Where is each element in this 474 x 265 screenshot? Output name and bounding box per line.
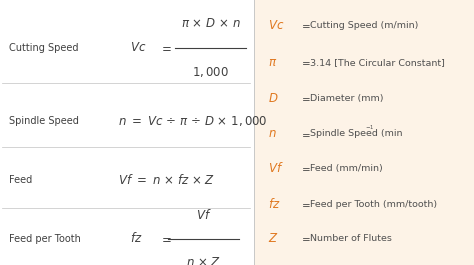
Text: $=$: $=$ xyxy=(299,233,310,244)
Text: Feed per Tooth: Feed per Tooth xyxy=(9,233,81,244)
Text: Diameter (mm): Diameter (mm) xyxy=(310,94,384,103)
Text: $^{-1}$: $^{-1}$ xyxy=(365,125,374,134)
Text: $=$: $=$ xyxy=(299,199,310,209)
Text: $=$: $=$ xyxy=(299,163,310,173)
Text: $\mathit{fz}$: $\mathit{fz}$ xyxy=(268,197,280,211)
Text: $\mathit{Vf\ =\ n\ ×\ fz\ ×\ Z}$: $\mathit{Vf\ =\ n\ ×\ fz\ ×\ Z}$ xyxy=(118,173,216,187)
Text: $\mathit{Vc}$: $\mathit{Vc}$ xyxy=(130,41,146,54)
Text: $\mathit{Vc}$: $\mathit{Vc}$ xyxy=(268,19,284,32)
Text: $\mathit{n\ =\ Vc\ ÷\ π\ ÷\ D\ ×\ 1,000}$: $\mathit{n\ =\ Vc\ ÷\ π\ ÷\ D\ ×\ 1,000}… xyxy=(118,114,268,127)
Text: $=$: $=$ xyxy=(299,129,310,139)
Text: $\mathit{Z}$: $\mathit{Z}$ xyxy=(268,232,278,245)
Text: $\mathit{π\ ×\ D\ ×\ n}$: $\mathit{π\ ×\ D\ ×\ n}$ xyxy=(181,17,241,30)
Text: $\mathit{π}$: $\mathit{π}$ xyxy=(268,56,277,69)
Text: Spindle Speed: Spindle Speed xyxy=(9,116,78,126)
Bar xyxy=(254,0,474,265)
Text: $\mathit{fz}$: $\mathit{fz}$ xyxy=(130,232,143,245)
Text: 3.14 [The Circular Constant]: 3.14 [The Circular Constant] xyxy=(310,58,446,67)
Text: $\mathit{n\ ×\ Z}$: $\mathit{n\ ×\ Z}$ xyxy=(186,256,221,265)
Text: $=$: $=$ xyxy=(159,232,172,245)
Text: $=$: $=$ xyxy=(299,57,310,67)
Text: Spindle Speed (min: Spindle Speed (min xyxy=(310,129,403,138)
Text: $=$: $=$ xyxy=(299,93,310,103)
Text: $=$: $=$ xyxy=(159,41,172,54)
Text: Feed: Feed xyxy=(9,175,32,185)
Text: Feed (mm/min): Feed (mm/min) xyxy=(310,164,383,173)
Text: Cutting Speed: Cutting Speed xyxy=(9,43,78,53)
Text: $\mathit{Vf}$: $\mathit{Vf}$ xyxy=(196,208,212,222)
Text: $\mathit{n}$: $\mathit{n}$ xyxy=(268,127,276,140)
Text: Number of Flutes: Number of Flutes xyxy=(310,234,392,243)
Text: $\mathit{D}$: $\mathit{D}$ xyxy=(268,91,278,105)
Text: $\mathit{1,000}$: $\mathit{1,000}$ xyxy=(192,65,229,78)
Text: Feed per Tooth (mm/tooth): Feed per Tooth (mm/tooth) xyxy=(310,200,438,209)
Text: $\mathit{Vf}$: $\mathit{Vf}$ xyxy=(268,161,283,175)
Text: Cutting Speed (m/min): Cutting Speed (m/min) xyxy=(310,21,419,30)
Text: $=$: $=$ xyxy=(299,20,310,30)
